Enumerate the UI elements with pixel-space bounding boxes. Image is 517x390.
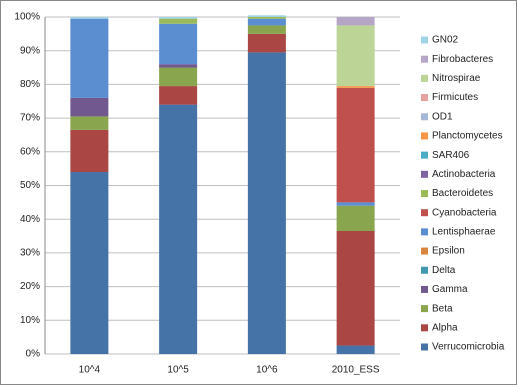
y-tick-label: 50% xyxy=(20,180,40,191)
legend-swatch xyxy=(421,113,428,121)
y-tick-label: 70% xyxy=(20,113,40,124)
y-tick-label: 0% xyxy=(26,349,41,360)
legend-label: Alpha xyxy=(432,322,458,333)
legend-label: OD1 xyxy=(432,111,453,122)
legend-swatch xyxy=(421,209,428,217)
bar-segment xyxy=(70,172,109,354)
y-tick-label: 40% xyxy=(20,214,40,225)
bar-segment xyxy=(159,17,198,19)
y-tick-label: 20% xyxy=(20,281,40,292)
bar-segment xyxy=(336,25,375,87)
bar-segment xyxy=(336,345,375,354)
legend-swatch xyxy=(421,74,428,82)
legend-swatch xyxy=(421,285,428,293)
bar-segment xyxy=(336,202,375,206)
bar-segment xyxy=(247,52,286,354)
legend-label: Epsilon xyxy=(432,246,465,257)
bar-segment xyxy=(159,64,198,68)
x-tick-label: 2010_ESS xyxy=(332,365,380,376)
bar-segment xyxy=(70,17,109,19)
bar-segment xyxy=(247,25,286,34)
legend-swatch xyxy=(421,324,428,332)
y-tick-label: 100% xyxy=(14,12,40,23)
legend-swatch xyxy=(421,170,428,178)
bar-segment xyxy=(336,17,375,26)
legend-swatch xyxy=(421,305,428,313)
legend-label: Lentisphaerae xyxy=(432,227,496,238)
legend-label: Beta xyxy=(432,303,453,314)
bar-segment xyxy=(247,17,286,19)
y-tick-label: 10% xyxy=(20,315,40,326)
legend-label: Verrucomicrobia xyxy=(432,342,505,353)
legend-label: Delta xyxy=(432,265,456,276)
legend-label: Firmicutes xyxy=(432,92,478,103)
legend-label: Bacteroidetes xyxy=(432,188,493,199)
bar-segment xyxy=(70,129,109,173)
legend-label: Actinobacteria xyxy=(432,169,496,180)
legend-label: GN02 xyxy=(432,35,459,46)
bar-segment xyxy=(336,205,375,231)
legend-label: SAR406 xyxy=(432,150,470,161)
legend-swatch xyxy=(421,247,428,255)
legend-swatch xyxy=(421,55,428,63)
legend-label: Cyanobacteria xyxy=(432,207,497,218)
bar-segment xyxy=(247,15,286,17)
legend-label: Fibrobacteres xyxy=(432,54,493,65)
y-tick-label: 60% xyxy=(20,146,40,157)
legend-swatch xyxy=(421,190,428,197)
y-tick-label: 30% xyxy=(20,248,40,259)
legend-swatch xyxy=(421,228,428,236)
legend-swatch xyxy=(421,151,428,159)
bar-segment xyxy=(159,104,198,355)
x-tick-label: 10^6 xyxy=(256,365,278,376)
x-tick-label: 10^5 xyxy=(167,365,189,376)
legend-label: Gamma xyxy=(432,284,468,295)
bar-segment xyxy=(159,18,198,24)
bar-segment xyxy=(70,97,109,117)
bar-segment xyxy=(70,116,109,130)
bar-segment xyxy=(159,23,198,65)
legend-swatch xyxy=(421,266,428,274)
legend-label: Planctomycetes xyxy=(432,131,503,142)
bar-segment xyxy=(247,18,286,26)
bar-segment xyxy=(159,67,198,87)
bar-segment xyxy=(336,86,375,88)
legend-swatch xyxy=(421,94,428,102)
bar-segment xyxy=(159,86,198,105)
y-tick-label: 80% xyxy=(20,79,40,90)
legend-swatch xyxy=(421,343,428,351)
legend-label: Nitrospirae xyxy=(432,73,481,84)
bar-segment xyxy=(70,18,109,98)
x-tick-label: 10^4 xyxy=(79,365,101,376)
bar-segment xyxy=(247,33,286,53)
y-tick-label: 90% xyxy=(20,45,40,56)
bar-segment xyxy=(336,87,375,203)
bar-segment xyxy=(336,230,375,346)
legend-swatch xyxy=(421,132,428,140)
legend-swatch xyxy=(421,36,428,44)
